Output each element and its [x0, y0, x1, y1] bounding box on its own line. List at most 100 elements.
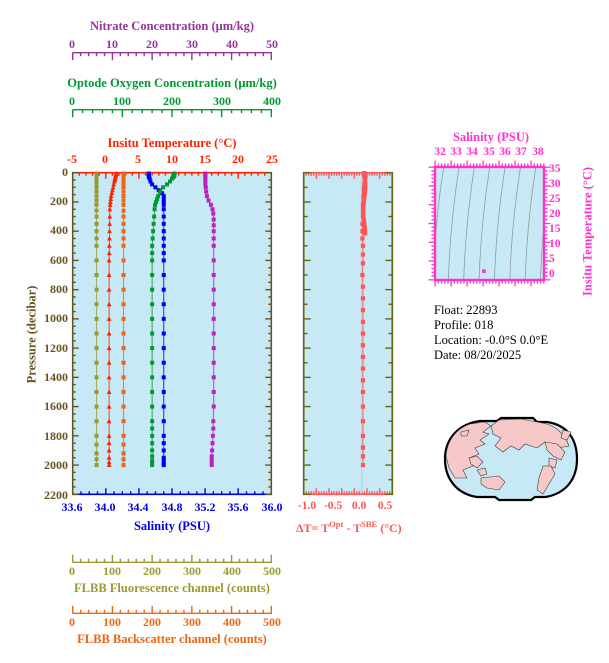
- tick: 20: [146, 37, 158, 51]
- fluorescence-axis-ticklabels: 0 100 200 300 400 500: [69, 564, 281, 578]
- tick: 37: [515, 146, 527, 158]
- pressure-axis-title: Pressure (decibar): [24, 285, 39, 384]
- tick: 33: [450, 146, 462, 158]
- deltat-title-sup-opt: Opt: [329, 519, 344, 529]
- tick: 200: [163, 94, 181, 108]
- profile-label: Profile: 018: [434, 318, 494, 332]
- tick: 40: [226, 37, 238, 51]
- delta-t-panel[interactable]: [302, 170, 394, 496]
- deltat-title-head: ΔT= T: [296, 521, 330, 535]
- backscatter-axis-ruler: [71, 605, 273, 615]
- tick: 5: [549, 253, 555, 265]
- tick: 36.0: [261, 500, 283, 514]
- location-label: Location: -0.0°S 0.0°E: [434, 333, 549, 347]
- fluorescence-axis-ruler: [71, 554, 273, 564]
- isopycnal-contour: [494, 168, 506, 279]
- ts-salinity-ticklabels: 32 33 34 35 36 37 38: [434, 146, 555, 160]
- tick: -0.5: [323, 500, 343, 512]
- deltat-title-mid: - T: [343, 521, 362, 535]
- fluorescence-axis-title: FLBB Fluorescence channel (counts): [74, 581, 270, 595]
- ts-salinity-axis-title: Salinity (PSU): [452, 130, 530, 144]
- ts-temperature-axis-title: Insitu Temperature (°C): [580, 166, 595, 297]
- tick: 1200: [44, 341, 68, 355]
- float-metadata: Float: 22893 Profile: 018 Location: -0.0…: [434, 303, 604, 363]
- tick: 0: [69, 615, 75, 629]
- deltat-axis-ticklabels: -1.0 -0.5 0.0 0.5: [298, 500, 393, 514]
- tick: 0: [69, 564, 75, 578]
- backscatter-axis-title: FLBB Backscatter channel (counts): [77, 632, 267, 646]
- temperature-axis-title: Insitu Temperature (°C): [107, 136, 237, 150]
- tick: 2200: [44, 488, 68, 502]
- tick: 30: [549, 178, 561, 190]
- tick: 100: [113, 94, 131, 108]
- tick: 100: [103, 564, 121, 578]
- nitrate-axis-ruler: [71, 51, 273, 61]
- tick: 400: [223, 564, 241, 578]
- delta-t-series: [360, 170, 368, 468]
- tick: 35: [483, 146, 495, 158]
- tick: 33.6: [61, 500, 83, 514]
- salinity-axis-ticklabels: 33.6 34.0 34.4 34.8 35.2 35.6 36.0: [62, 500, 283, 514]
- tick: 10: [166, 152, 178, 166]
- main-profile-panel[interactable]: [71, 170, 273, 496]
- date-label: Date: 08/20/2025: [434, 348, 522, 362]
- map-landmasses: [445, 418, 572, 495]
- tick: 300: [213, 94, 231, 108]
- oxygen-axis-ruler: [71, 108, 273, 118]
- tick: 34.8: [161, 500, 183, 514]
- isopycnal-contour: [509, 168, 521, 279]
- tick: 15: [199, 152, 211, 166]
- tick: -1.0: [297, 500, 317, 512]
- tick: 0: [62, 165, 68, 179]
- tick: 50: [266, 37, 278, 51]
- oxygen-axis-title: Optode Oxygen Concentration (μm/kg): [67, 76, 277, 90]
- tick: 0: [69, 37, 75, 51]
- tick: 500: [263, 564, 281, 578]
- tick: 20: [549, 208, 561, 220]
- tick: 1800: [44, 429, 68, 443]
- tick: 10: [549, 238, 561, 250]
- profile-series: [121, 171, 126, 468]
- tick: 1000: [44, 311, 68, 325]
- tick: 1400: [44, 370, 68, 384]
- tick: 100: [103, 615, 121, 629]
- tick: 300: [183, 564, 201, 578]
- tick: -5: [67, 152, 77, 166]
- float-id-label: Float: 22893: [434, 303, 498, 317]
- isopycnal-contour: [478, 168, 491, 279]
- tick: 25: [266, 152, 278, 166]
- tick: 5: [135, 152, 141, 166]
- world-map-locator[interactable]: [425, 408, 595, 510]
- tick: 15: [549, 223, 561, 235]
- tick: 30: [186, 37, 198, 51]
- tick: 38: [532, 146, 544, 158]
- tick: 400: [50, 223, 68, 237]
- profile-series: [150, 171, 177, 468]
- isopycnal-contour: [524, 168, 537, 279]
- nitrate-axis-title: Nitrate Concentration (μm/kg): [90, 19, 254, 33]
- temperature-salinity-diagram[interactable]: [428, 160, 551, 287]
- tick: 200: [143, 564, 161, 578]
- tick: 35.2: [194, 500, 216, 514]
- salinity-axis-title: Salinity (PSU): [133, 519, 211, 533]
- tick: 200: [143, 615, 161, 629]
- tick: 35: [549, 163, 561, 175]
- isopycnal-contour: [436, 168, 444, 236]
- tick: 2000: [44, 458, 68, 472]
- isopycnal-contour: [419, 167, 428, 248]
- profile-series: [203, 171, 216, 468]
- isopycnal-contour: [448, 168, 460, 279]
- ts-point-series: [482, 269, 486, 274]
- temperature-axis-ticklabels: -5 0 5 10 15 20 25: [67, 152, 278, 166]
- tick: 0: [102, 152, 108, 166]
- deltat-axis-title: ΔT= TOpt - TSBE (°C): [296, 519, 402, 536]
- tick: 34: [466, 146, 478, 158]
- isopycnal-contour: [463, 168, 475, 279]
- pressure-axis-ticklabels: 0 200 400 600 800 1000 1200 1400 1600 18…: [16, 165, 68, 502]
- tick: 1600: [44, 399, 68, 413]
- deltat-title-tail: (°C): [377, 521, 402, 535]
- tick: 800: [50, 282, 68, 296]
- tick: 500: [263, 615, 281, 629]
- profile-series: [106, 170, 119, 468]
- tick: 36: [499, 146, 511, 158]
